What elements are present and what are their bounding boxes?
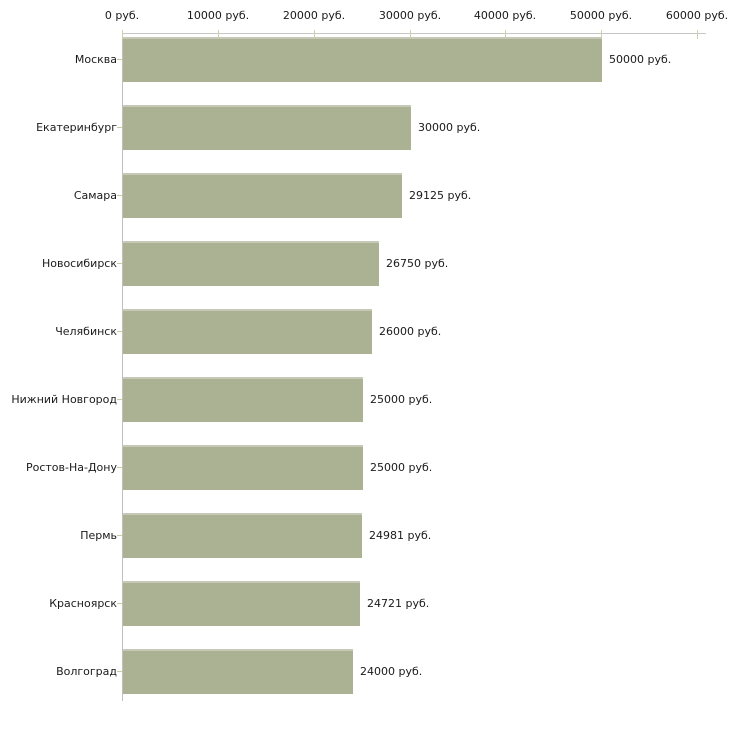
x-tick-label: 50000 руб. bbox=[569, 9, 633, 22]
value-label: 25000 руб. bbox=[370, 393, 433, 406]
bar-row: Ростов-На-Дону 25000 руб. bbox=[0, 441, 730, 509]
category-tick-mark bbox=[117, 535, 122, 536]
category-tick-mark bbox=[117, 59, 122, 60]
bar bbox=[123, 309, 372, 354]
category-label: Челябинск bbox=[55, 325, 117, 338]
x-tick-label: 40000 руб. bbox=[473, 9, 537, 22]
category-label: Красноярск bbox=[49, 597, 117, 610]
x-tick-mark bbox=[697, 30, 698, 39]
bar-row: Новосибирск 26750 руб. bbox=[0, 237, 730, 305]
x-tick-label: 10000 руб. bbox=[186, 9, 250, 22]
category-label: Самара bbox=[73, 189, 117, 202]
value-label: 50000 руб. bbox=[609, 53, 672, 66]
value-label: 25000 руб. bbox=[370, 461, 433, 474]
bar-row: Нижний Новгород 25000 руб. bbox=[0, 373, 730, 441]
bar-row: Пермь 24981 руб. bbox=[0, 509, 730, 577]
category-label: Нижний Новгород bbox=[11, 393, 117, 406]
category-tick-mark bbox=[117, 603, 122, 604]
x-tick-mark bbox=[601, 30, 602, 39]
bar bbox=[123, 173, 402, 218]
category-tick-mark bbox=[117, 467, 122, 468]
category-tick-mark bbox=[117, 671, 122, 672]
bar-row: Екатеринбург 30000 руб. bbox=[0, 101, 730, 169]
category-tick-mark bbox=[117, 331, 122, 332]
category-tick-mark bbox=[117, 127, 122, 128]
x-tick-mark bbox=[218, 30, 219, 39]
category-tick-mark bbox=[117, 263, 122, 264]
x-tick-label: 60000 руб. bbox=[665, 9, 729, 22]
bar-row: Красноярск 24721 руб. bbox=[0, 577, 730, 645]
x-tick-label: 20000 руб. bbox=[282, 9, 346, 22]
x-tick-mark bbox=[122, 30, 123, 39]
x-tick-mark bbox=[505, 30, 506, 39]
bar-row: Челябинск 26000 руб. bbox=[0, 305, 730, 373]
x-tick-label: 0 руб. bbox=[104, 9, 140, 22]
category-label: Москва bbox=[74, 53, 117, 66]
bar bbox=[123, 37, 602, 82]
bar bbox=[123, 445, 363, 490]
bar bbox=[123, 581, 360, 626]
bar-row: Самара 29125 руб. bbox=[0, 169, 730, 237]
value-label: 26000 руб. bbox=[379, 325, 442, 338]
category-label: Новосибирск bbox=[41, 257, 117, 270]
bar bbox=[123, 649, 353, 694]
bar-row: Волгоград 24000 руб. bbox=[0, 645, 730, 713]
x-axis-line bbox=[122, 33, 706, 34]
x-tick-label: 30000 руб. bbox=[378, 9, 442, 22]
category-tick-mark bbox=[117, 399, 122, 400]
category-label: Пермь bbox=[80, 529, 117, 542]
category-label: Волгоград bbox=[56, 665, 117, 678]
value-label: 26750 руб. bbox=[386, 257, 449, 270]
value-label: 24000 руб. bbox=[360, 665, 423, 678]
bar-row: Москва 50000 руб. bbox=[0, 33, 730, 101]
bar bbox=[123, 105, 411, 150]
category-label: Екатеринбург bbox=[36, 121, 117, 134]
bar bbox=[123, 377, 363, 422]
x-tick-mark bbox=[410, 30, 411, 39]
bar bbox=[123, 513, 362, 558]
x-tick-mark bbox=[314, 30, 315, 39]
value-label: 24981 руб. bbox=[369, 529, 432, 542]
y-axis-line bbox=[122, 33, 123, 701]
category-tick-mark bbox=[117, 195, 122, 196]
value-label: 29125 руб. bbox=[409, 189, 472, 202]
value-label: 30000 руб. bbox=[418, 121, 481, 134]
category-label: Ростов-На-Дону bbox=[25, 461, 117, 474]
value-label: 24721 руб. bbox=[367, 597, 430, 610]
bar bbox=[123, 241, 379, 286]
